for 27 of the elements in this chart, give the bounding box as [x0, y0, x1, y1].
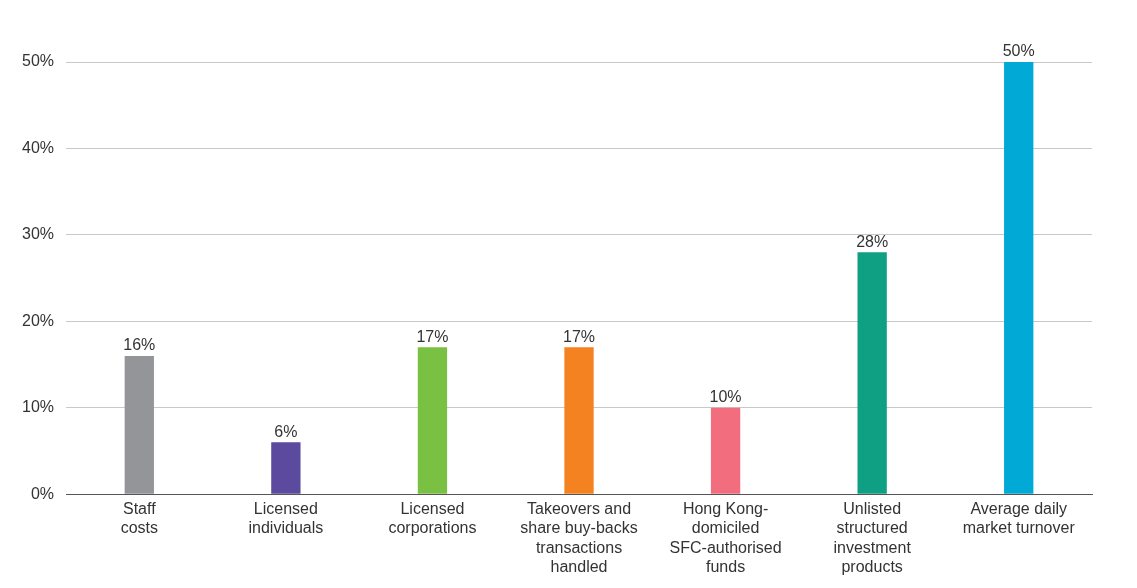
- y-tick-label: 0%: [30, 484, 55, 502]
- data-label: 17%: [563, 327, 596, 345]
- y-tick-label: 10%: [21, 398, 55, 416]
- x-tick-label: Unlisted structured investment products: [833, 500, 912, 575]
- bar: [857, 252, 887, 494]
- y-tick-label: 50%: [21, 52, 55, 70]
- data-label: 50%: [1002, 42, 1035, 60]
- x-tick-label: Licensed individuals: [248, 500, 324, 537]
- data-label: 16%: [123, 336, 156, 354]
- bar: [271, 442, 301, 494]
- x-tick-label: Takeovers and share buy-backs transactions handled: [520, 500, 638, 575]
- x-tick-label: Licensed corporations: [388, 500, 477, 537]
- bar: [564, 347, 594, 494]
- data-label: 28%: [856, 232, 889, 250]
- x-tick-label: Average daily market turnover: [962, 500, 1076, 537]
- data-label: 10%: [709, 388, 742, 406]
- bar: [710, 407, 741, 494]
- data-label: 6%: [274, 422, 298, 440]
- data-label: 17%: [416, 327, 449, 345]
- x-tick-label: Staff costs: [120, 500, 158, 537]
- y-tick-label: 20%: [21, 311, 55, 329]
- bar: [124, 355, 154, 494]
- bar: [417, 347, 448, 494]
- x-tick-label: Hong Kong- domiciled SFC-authorised funds: [669, 500, 782, 575]
- bar: [1004, 62, 1034, 494]
- y-tick-label: 40%: [21, 138, 55, 156]
- y-tick-label: 30%: [21, 225, 55, 243]
